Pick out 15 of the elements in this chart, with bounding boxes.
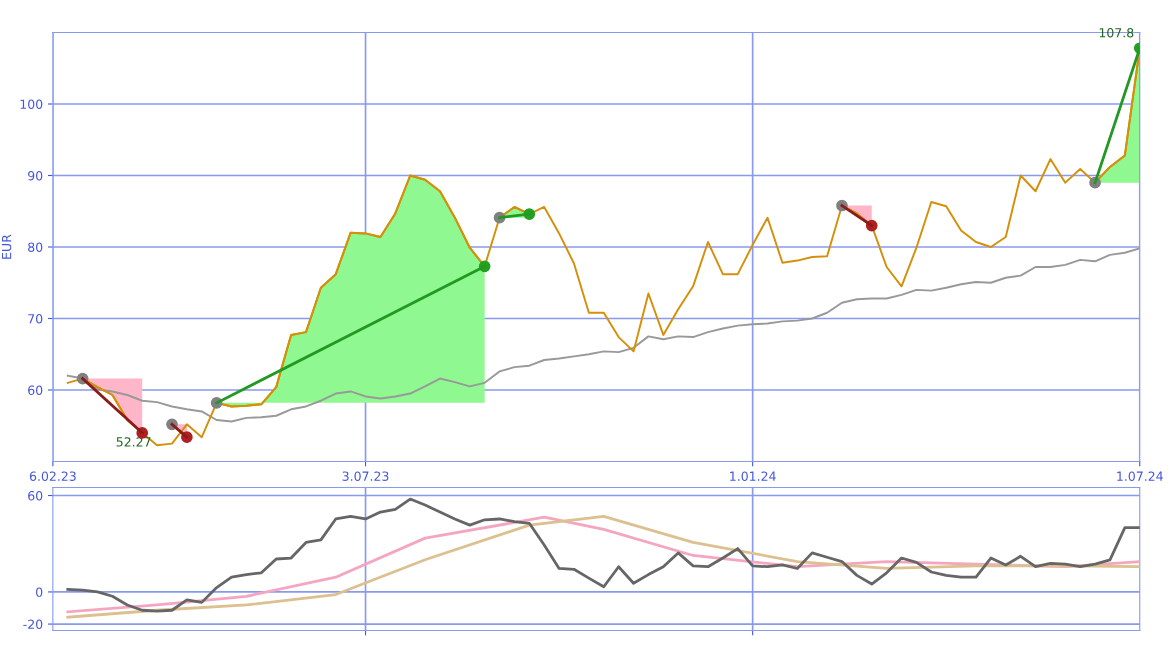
x-tick-label: 6.02.23 — [29, 471, 76, 481]
x-tick-label: 1.01.24 — [730, 471, 776, 481]
annotation: 107.8 — [1099, 28, 1134, 38]
annotation: 52.27 — [116, 437, 151, 447]
y-tick-label: -20 — [23, 619, 43, 629]
x-tick-label: 1.07.24 — [1117, 471, 1163, 481]
y-tick-label: 90 — [28, 170, 43, 181]
y-tick-label: 80 — [28, 242, 43, 252]
y-tick-label: 60 — [28, 491, 43, 501]
x-tick-label: 3.07.23 — [342, 471, 389, 481]
y-tick-label: 60 — [28, 385, 43, 395]
y-tick-label: 100 — [20, 99, 43, 109]
y-axis-title: EUR — [2, 234, 12, 259]
y-tick-label: 0 — [36, 587, 43, 597]
y-tick-label: 70 — [28, 313, 43, 324]
